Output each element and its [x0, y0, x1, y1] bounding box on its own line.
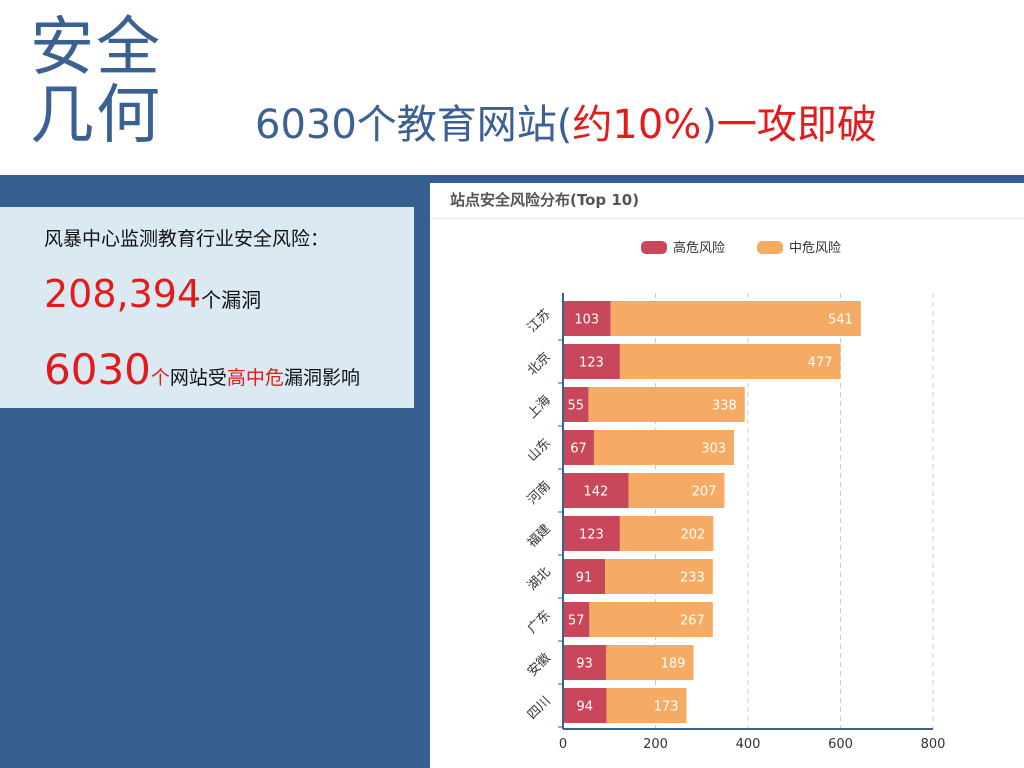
headline-part-1: 6030个教育网站( — [255, 102, 573, 148]
bar-1-4 — [628, 473, 725, 508]
site-text-a: 个 — [150, 367, 170, 389]
bar-0-1 — [563, 344, 620, 379]
bar-value-label-1-7: 267 — [680, 614, 705, 629]
bar-0-5 — [563, 516, 620, 551]
vuln-unit: 个漏洞 — [201, 288, 262, 312]
bar-1-9 — [606, 688, 687, 723]
legend-swatch-1 — [757, 241, 783, 254]
x-tick-label-2: 400 — [736, 737, 761, 752]
bar-1-7 — [589, 602, 713, 637]
category-label-8: 安徽 — [525, 651, 554, 680]
bar-value-label-1-3: 303 — [701, 442, 726, 457]
category-label-2: 上海 — [525, 393, 554, 422]
bar-1-0 — [610, 301, 861, 336]
stacked-bar-chart: 高危风险 中危风险 103 541 江苏 123 477 北京 55 338 上海 67 303 山东 14… — [524, 240, 946, 752]
chart-title-divider — [430, 218, 1024, 219]
category-label-9: 四川 — [525, 694, 554, 723]
vuln-stat: 208,394个漏洞 — [44, 272, 261, 316]
category-label-7: 广东 — [525, 608, 554, 637]
bar-value-label-0-3: 67 — [570, 442, 587, 457]
bar-0-0 — [563, 301, 611, 336]
bar-0-3 — [563, 430, 594, 465]
headline-part-2: 约10% — [572, 102, 702, 148]
category-label-3: 山东 — [525, 436, 554, 465]
legend-label-1: 中危风险 — [789, 241, 841, 256]
x-tick-label-0: 0 — [559, 737, 567, 752]
bar-value-label-1-6: 233 — [680, 571, 705, 586]
bar-1-2 — [588, 387, 745, 422]
bar-0-7 — [563, 602, 590, 637]
category-label-1: 北京 — [525, 350, 554, 379]
category-label-5: 福建 — [525, 522, 554, 551]
bar-1-1 — [619, 344, 841, 379]
bar-value-label-1-2: 338 — [712, 399, 737, 414]
bar-1-8 — [606, 645, 694, 680]
chart-title: 站点安全风险分布(Top 10) — [450, 191, 640, 209]
site-text-b: 网站受 — [169, 367, 227, 389]
site-text-d: 漏洞影响 — [283, 367, 360, 389]
site-count: 6030 — [44, 345, 151, 394]
x-tick-label-3: 600 — [828, 737, 853, 752]
stats-card — [0, 207, 414, 408]
bar-0-9 — [563, 688, 607, 723]
category-label-4: 河南 — [524, 478, 554, 508]
logo-line-2: 几何 — [30, 79, 162, 153]
category-label-6: 湖北 — [525, 565, 554, 594]
bar-value-label-0-8: 93 — [576, 657, 593, 672]
bar-value-label-0-5: 123 — [579, 528, 604, 543]
bar-value-label-1-1: 477 — [808, 356, 833, 371]
bar-0-4 — [563, 473, 629, 508]
bar-value-label-1-0: 541 — [828, 313, 853, 328]
x-tick-label-1: 200 — [643, 737, 668, 752]
vuln-count: 208,394 — [44, 272, 202, 316]
stats-intro: 风暴中心监测教育行业安全风险： — [44, 228, 330, 250]
bar-value-label-0-9: 94 — [576, 700, 593, 715]
site-stat: 6030个网站受高中危漏洞影响 — [44, 345, 360, 394]
bar-value-label-0-2: 55 — [567, 399, 584, 414]
category-label-0: 江苏 — [524, 306, 554, 336]
bar-0-6 — [563, 559, 606, 594]
bar-value-label-1-8: 189 — [661, 657, 686, 672]
logo-line-1: 安全 — [30, 11, 162, 85]
slide-headline: 6030个教育网站(约10%)一攻即破 — [255, 92, 877, 150]
legend-swatch-0 — [641, 241, 667, 254]
bar-value-label-1-5: 202 — [680, 528, 705, 543]
site-text-c: 高中危 — [226, 367, 284, 389]
bar-1-3 — [593, 430, 735, 465]
logo-text: 安全 几何 — [30, 14, 180, 150]
bar-value-label-0-7: 57 — [568, 614, 585, 629]
headline-part-4: 一攻即破 — [716, 102, 877, 148]
legend-label-0: 高危风险 — [673, 240, 725, 256]
bar-1-6 — [605, 559, 713, 594]
x-tick-label-4: 800 — [921, 737, 946, 752]
bar-value-label-1-4: 207 — [692, 485, 717, 500]
bar-0-8 — [563, 645, 607, 680]
bar-value-label-0-6: 91 — [576, 571, 593, 586]
bar-0-2 — [563, 387, 589, 422]
chart-panel — [430, 183, 1024, 768]
bar-1-5 — [619, 516, 714, 551]
bar-value-label-1-9: 173 — [654, 700, 679, 715]
bar-value-label-0-1: 123 — [579, 356, 604, 371]
bar-value-label-0-4: 142 — [583, 485, 608, 500]
bar-value-label-0-0: 103 — [574, 313, 599, 328]
headline-part-3: ) — [701, 102, 717, 148]
